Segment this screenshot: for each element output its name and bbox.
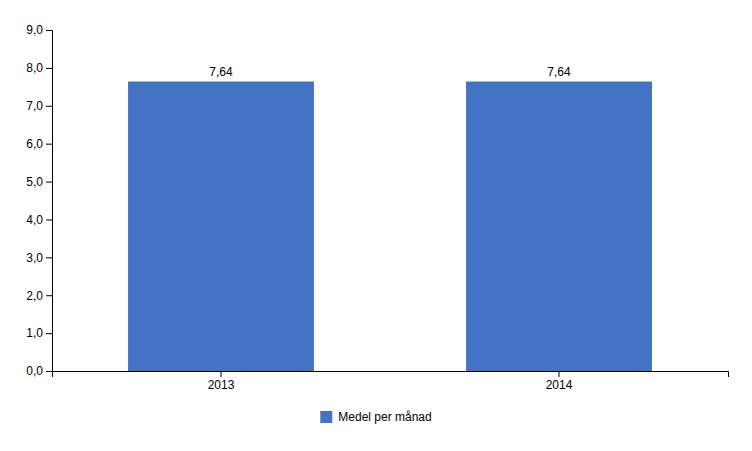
y-tick-line [46,219,52,220]
y-axis-line [46,31,53,372]
y-tick: 2,0 [26,289,52,303]
y-tick: 1,0 [26,326,52,340]
y-tick-label: 4,0 [26,213,43,227]
y-tick-line [46,144,52,145]
y-tick-line [46,295,52,296]
y-tick-label: 9,0 [26,23,43,37]
y-tick-line [46,371,52,372]
y-tick-label: 2,0 [26,289,43,303]
chart-container: 0,0 1,0 2,0 3,0 4,0 5,0 6,0 7,0 8,0 9,0 2013 2014 7,… [0,0,752,451]
y-tick: 4,0 [26,213,52,227]
y-tick-label: 7,0 [26,99,43,113]
y-tick: 8,0 [26,61,52,75]
x-axis-line [53,372,729,378]
bar [128,82,314,371]
plot-area: 0,0 1,0 2,0 3,0 4,0 5,0 6,0 7,0 8,0 9,0 2013 2014 7,… [26,23,728,391]
legend: Medel per månad [320,410,431,424]
x-axis: 2013 2014 [53,371,729,392]
y-tick: 6,0 [26,137,52,151]
y-tick-line [46,106,52,107]
y-axis: 0,0 1,0 2,0 3,0 4,0 5,0 6,0 7,0 8,0 9,0 [26,23,52,378]
y-tick-label: 5,0 [26,175,43,189]
y-tick-label: 8,0 [26,61,43,75]
y-tick-line [46,68,52,69]
bar [466,82,652,371]
y-tick-line [46,257,52,258]
x-tick: 2014 [546,371,573,392]
y-tick-line [46,30,52,31]
data-label: 7,64 [547,65,571,79]
legend-swatch [320,411,332,423]
x-tick-line [559,371,560,377]
x-tick-label: 2014 [546,378,573,392]
y-tick: 9,0 [26,23,52,37]
y-tick-label: 6,0 [26,137,43,151]
data-labels: 7,64 7,64 [209,65,571,79]
x-tick: 2013 [208,371,235,392]
y-tick-line [46,182,52,183]
legend-item: Medel per månad [320,410,431,424]
bars [128,82,652,371]
y-tick: 7,0 [26,99,52,113]
x-tick-line [221,371,222,377]
y-tick: 5,0 [26,175,52,189]
chart-svg: 0,0 1,0 2,0 3,0 4,0 5,0 6,0 7,0 8,0 9,0 2013 2014 7,… [0,0,752,451]
y-tick-line [46,333,52,334]
y-tick-label: 3,0 [26,251,43,265]
data-label: 7,64 [209,65,233,79]
y-tick: 0,0 [26,364,52,378]
x-tick-label: 2013 [208,378,235,392]
y-tick-label: 1,0 [26,326,43,340]
y-tick: 3,0 [26,251,52,265]
y-tick-label: 0,0 [26,364,43,378]
legend-label: Medel per månad [338,410,431,424]
